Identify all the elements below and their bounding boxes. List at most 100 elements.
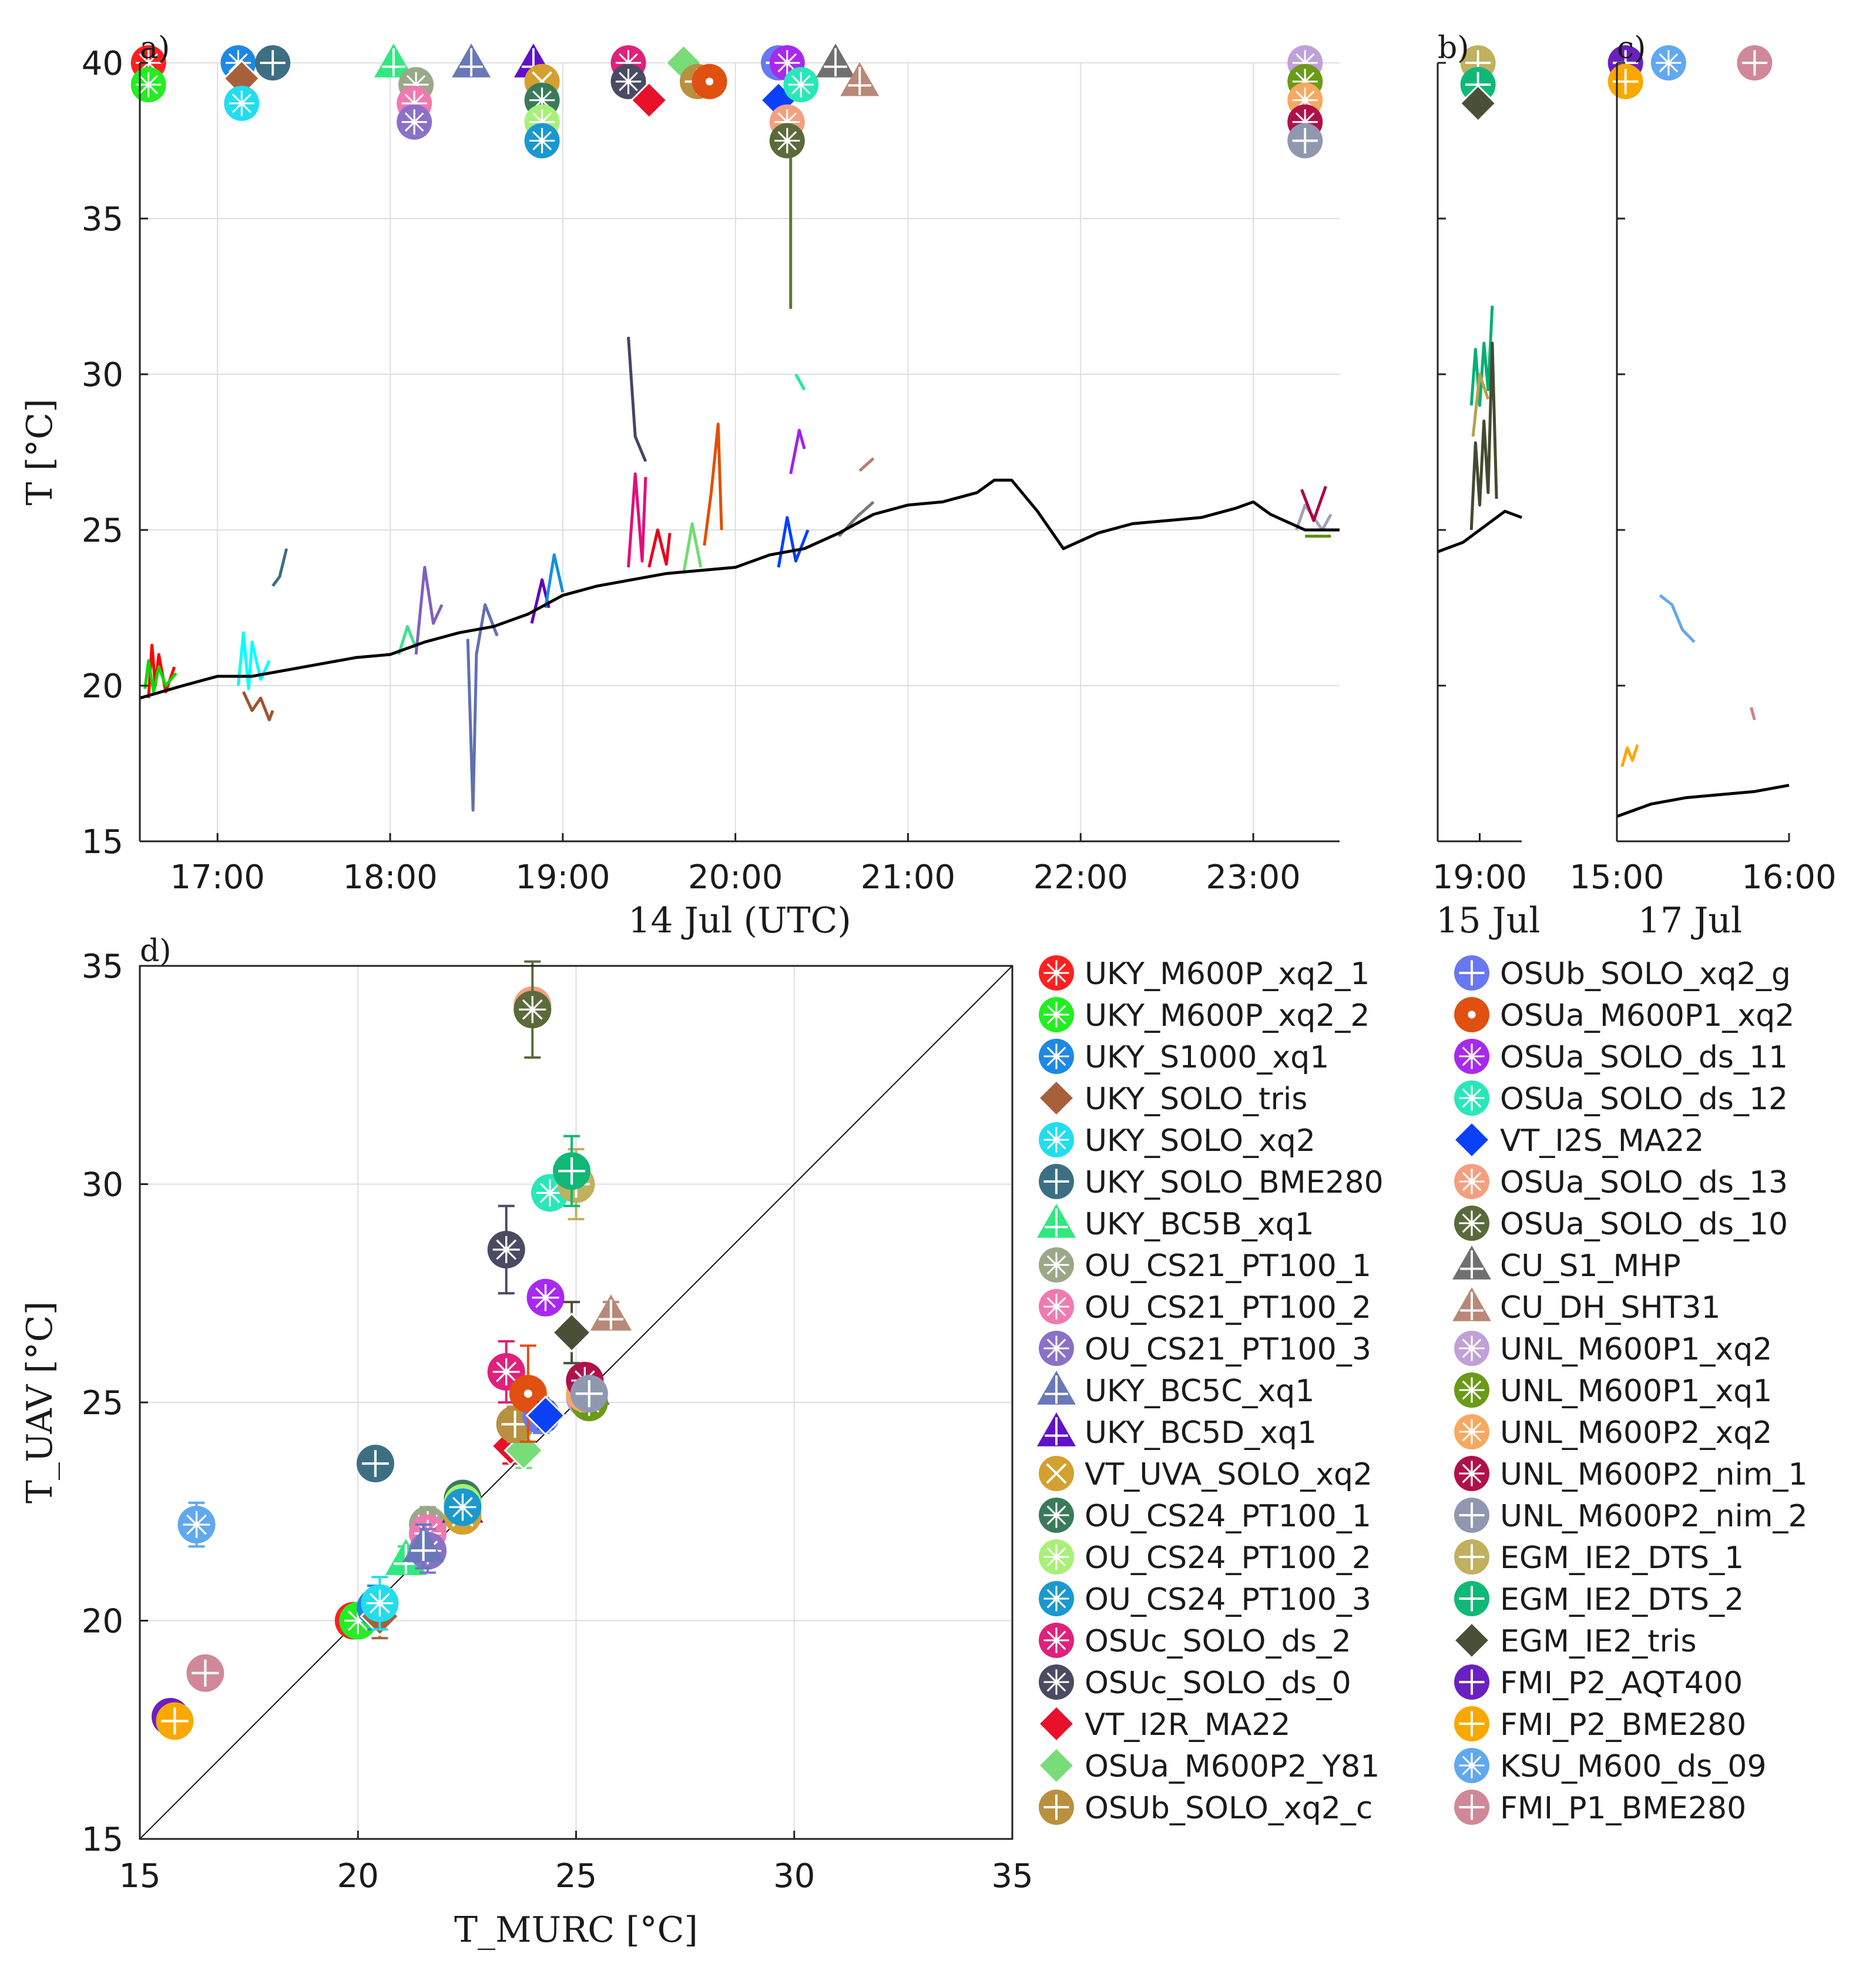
x-tick-label: 17:00 xyxy=(170,858,265,897)
scatter-point-VT_I2S_MA22-shape xyxy=(525,1395,566,1436)
marker-OSUa_SOLO_ds_12-stroke xyxy=(791,75,811,95)
y-tick-label: 15 xyxy=(82,1821,123,1859)
scatter-point-OSUa_M600P1_xq2-dot xyxy=(523,1389,532,1398)
x-tick-label: 20 xyxy=(337,1857,379,1895)
legend-marker-UNL_M600P2_nim_1-stroke xyxy=(1462,1464,1482,1483)
legend-marker-OSUa_SOLO_ds_12 xyxy=(1454,1080,1489,1116)
legend-label: UNL_M600P2_nim_2 xyxy=(1500,1499,1808,1534)
scatter-point-OSUc_SOLO_ds_0-stroke xyxy=(496,1239,517,1260)
y-axis-title-a: T [°C] xyxy=(19,399,61,506)
y-tick-label: 25 xyxy=(82,512,123,550)
legend-label: UKY_BC5D_xq1 xyxy=(1085,1415,1317,1451)
legend-label: OSUa_SOLO_ds_11 xyxy=(1500,1040,1788,1075)
x-tick-label: 21:00 xyxy=(861,858,955,897)
legend-item: CU_S1_MHP xyxy=(1452,1246,1681,1284)
x-tick-label: 30 xyxy=(773,1857,815,1895)
legend-item: FMI_P1_BME280 xyxy=(1454,1790,1746,1826)
legend-label: OU_CS21_PT100_2 xyxy=(1085,1290,1371,1325)
series-line-OSUc_SOLO_ds_0 xyxy=(627,337,647,462)
legend-item: OSUa_M600P2_Y81 xyxy=(1037,1746,1380,1785)
legend-label: VT_UVA_SOLO_xq2 xyxy=(1085,1457,1372,1492)
series-line-CU_DH_SHT31 xyxy=(858,457,875,472)
scatter-point-OSUa_SOLO_ds_11 xyxy=(526,1278,565,1317)
legend-item: OU_CS21_PT100_1 xyxy=(1039,1247,1371,1284)
legend-marker-OSUa_M600P2_Y81 xyxy=(1037,1746,1076,1785)
series-line-VT_I2R_MA22 xyxy=(647,528,672,568)
legend-item: OSUa_SOLO_ds_13 xyxy=(1454,1164,1788,1200)
legend-item: OSUa_M600P1_xq2 xyxy=(1454,997,1794,1033)
legend-marker-OU_CS21_PT100_3 xyxy=(1039,1331,1074,1366)
legend-item: UKY_BC5D_xq1 xyxy=(1037,1412,1317,1451)
series-line-OSUa_SOLO_ds_11 xyxy=(789,428,806,475)
scatter-point-KSU_M600_ds_09-stroke xyxy=(186,1514,207,1535)
legend-marker-OSUb_SOLO_xq2_c xyxy=(1039,1790,1074,1825)
scatter-point-EGM_IE2_tris xyxy=(551,1312,592,1353)
legend-marker-UKY_SOLO_tris-shape xyxy=(1037,1079,1076,1117)
legend-item: UKY_SOLO_xq2 xyxy=(1039,1122,1315,1159)
legend-item: UKY_S1000_xq1 xyxy=(1039,1039,1329,1075)
legend-marker-CU_DH_SHT31 xyxy=(1452,1287,1491,1321)
legend-item: OSUc_SOLO_ds_0 xyxy=(1039,1664,1351,1701)
series-line-UKY_BC5C_xq1 xyxy=(466,603,499,812)
series-line-EGM_IE2_DTS_2 xyxy=(1469,306,1494,407)
panel-label-b: b) xyxy=(1438,31,1469,66)
legend-marker-OU_CS21_PT100_3-stroke xyxy=(1046,1338,1066,1358)
legend-marker-UNL_M600P2_xq2-stroke xyxy=(1462,1422,1482,1442)
x-tick-label: 15 xyxy=(119,1857,160,1895)
legend-item: UNL_M600P2_nim_2 xyxy=(1454,1498,1808,1534)
panel-label-a: a) xyxy=(140,31,170,66)
x-tick-label: 19:00 xyxy=(1432,858,1527,897)
legend-label: OSUc_SOLO_ds_0 xyxy=(1085,1666,1351,1701)
legend-marker-VT_UVA_SOLO_xq2-stroke xyxy=(1046,1463,1067,1484)
legend-label: OSUa_SOLO_ds_12 xyxy=(1500,1082,1788,1117)
legend-marker-VT_I2S_MA22-shape xyxy=(1452,1120,1491,1159)
y-tick-label: 40 xyxy=(82,45,123,83)
legend-marker-OSUc_SOLO_ds_0-stroke xyxy=(1046,1672,1066,1692)
legend-marker-OSUa_SOLO_ds_13-stroke xyxy=(1462,1172,1482,1191)
legend-label: EGM_IE2_tris xyxy=(1500,1624,1697,1659)
x-axis-title-d: T_MURC [°C] xyxy=(454,1909,698,1951)
y-tick-label: 30 xyxy=(82,356,123,394)
scatter-point-OSUa_SOLO_ds_12-stroke xyxy=(539,1182,561,1203)
legend-label: OSUc_SOLO_ds_2 xyxy=(1085,1624,1351,1659)
legend-marker-VT_I2R_MA22 xyxy=(1037,1704,1076,1743)
x-tick-label: 16:00 xyxy=(1741,858,1836,897)
legend-marker-EGM_IE2_tris-shape xyxy=(1452,1621,1491,1660)
marker-OSUc_SOLO_ds_0-stroke xyxy=(619,72,638,92)
scatter-point-KSU_M600_ds_09 xyxy=(177,1506,216,1544)
series-line-VT_I2S_MA22 xyxy=(777,516,810,568)
x-axis-title-c: 17 Jul xyxy=(1638,900,1742,941)
legend-marker-OU_CS21_PT100_2 xyxy=(1039,1289,1074,1324)
marker-OSUc_SOLO_ds_0 xyxy=(610,63,646,99)
legend-label: OU_CS24_PT100_1 xyxy=(1085,1499,1371,1534)
marker-KSU_M600_ds_09-stroke xyxy=(1659,53,1679,73)
legend-marker-UKY_SOLO_xq2 xyxy=(1039,1122,1074,1157)
data-layer xyxy=(130,43,1790,1740)
legend-item: UKY_BC5C_xq1 xyxy=(1037,1371,1314,1409)
marker-UKY_M600P_xq2_2-stroke xyxy=(139,75,159,95)
y-tick-label: 20 xyxy=(82,1603,123,1641)
legend-marker-UNL_M600P2_nim_2 xyxy=(1454,1498,1489,1533)
scatter-point-UKY_BC5C_xq1 xyxy=(402,1525,444,1562)
legend-item: OU_CS24_PT100_1 xyxy=(1039,1498,1371,1534)
axes-layer xyxy=(139,62,1790,1840)
legend-item: UNL_M600P2_xq2 xyxy=(1454,1414,1772,1451)
legend-label: KSU_M600_ds_09 xyxy=(1500,1749,1767,1784)
legend-marker-UNL_M600P1_xq1-stroke xyxy=(1462,1380,1482,1400)
marker-VT_I2R_MA22-shape xyxy=(630,81,668,119)
legend-marker-OSUc_SOLO_ds_2-stroke xyxy=(1046,1630,1066,1650)
series-line-OSUa_M600P2_Y81 xyxy=(682,522,703,574)
legend-item: UKY_BC5B_xq1 xyxy=(1037,1204,1314,1242)
legend-marker-UNL_M600P1_xq2 xyxy=(1454,1331,1489,1366)
legend-marker-OSUa_SOLO_ds_13 xyxy=(1454,1164,1489,1199)
marker-UKY_SOLO_xq2-stroke xyxy=(231,93,251,113)
legend-item: KSU_M600_ds_09 xyxy=(1454,1748,1767,1784)
legend-marker-OU_CS24_PT100_3 xyxy=(1039,1581,1074,1616)
y-axis-title-d: T_UAV [°C] xyxy=(19,1301,61,1503)
series-line-UNL_M600P2_nim_1 xyxy=(1300,485,1327,522)
legend-item: OSUb_SOLO_xq2_g xyxy=(1454,955,1791,992)
x-tick-label: 20:00 xyxy=(688,858,783,897)
legend-marker-OU_CS24_PT100_1 xyxy=(1039,1498,1074,1533)
marker-OU_CS24_PT100_3-stroke xyxy=(532,131,552,150)
